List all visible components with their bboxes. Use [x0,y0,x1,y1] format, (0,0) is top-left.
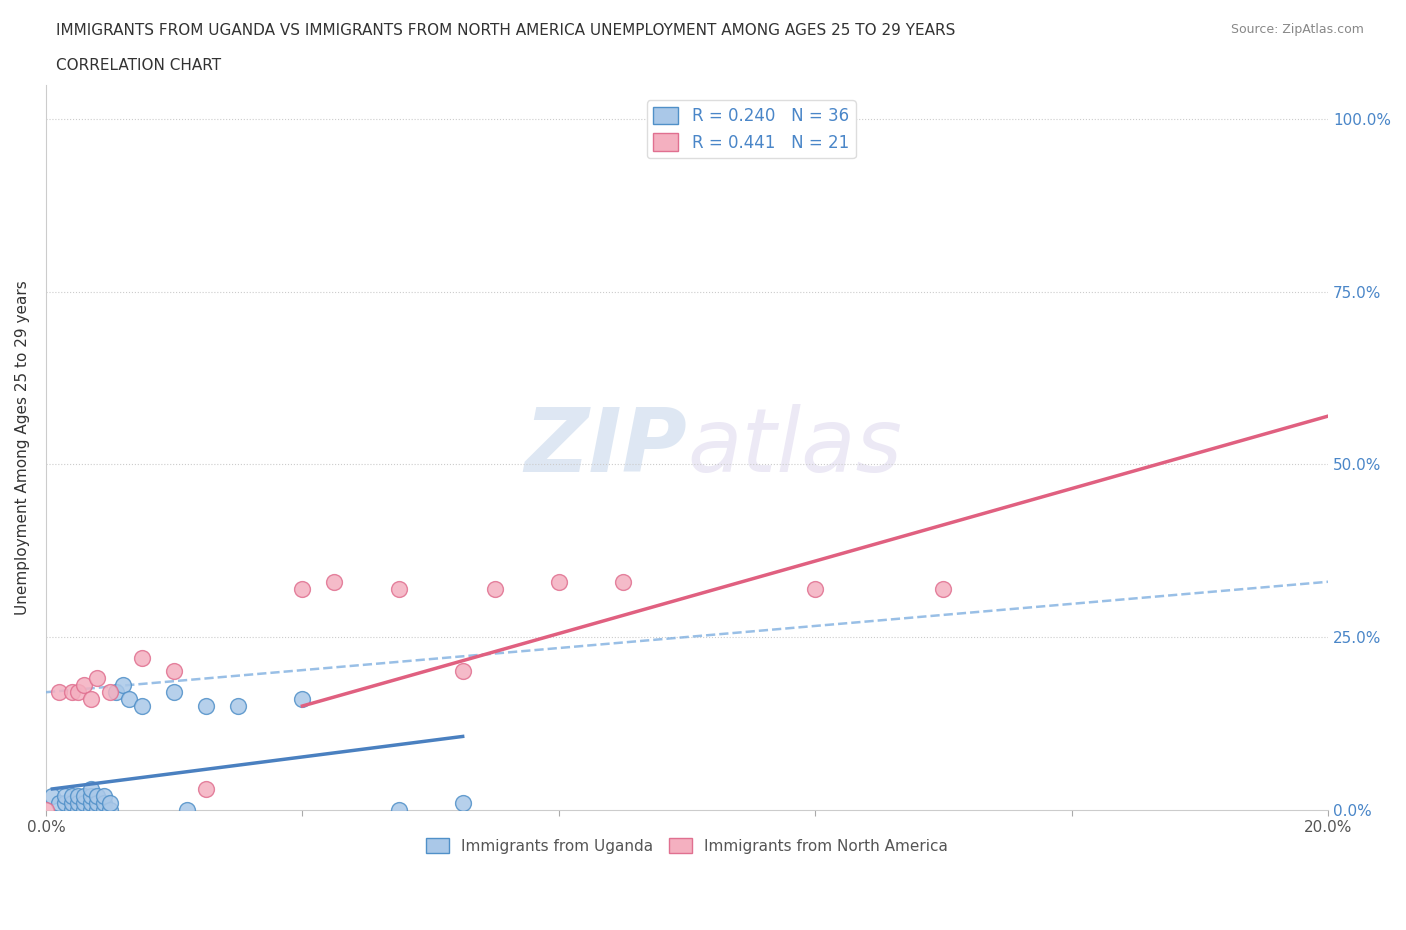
Point [676,112,699,126]
Point [73,802,96,817]
Point [323,575,346,590]
Point [111,678,134,693]
Point [195,698,218,713]
Point [176,802,198,817]
Point [932,581,955,596]
Text: CORRELATION CHART: CORRELATION CHART [56,58,221,73]
Text: IMMIGRANTS FROM UGANDA VS IMMIGRANTS FROM NORTH AMERICA UNEMPLOYMENT AMONG AGES : IMMIGRANTS FROM UGANDA VS IMMIGRANTS FRO… [56,23,956,38]
Point [93,802,115,817]
Point [98,795,121,810]
Point [226,698,249,713]
Point [66,684,89,699]
Point [612,575,634,590]
Point [451,664,474,679]
Point [48,684,70,699]
Point [163,684,186,699]
Text: atlas: atlas [688,405,901,490]
Point [80,802,103,817]
Text: Source: ZipAtlas.com: Source: ZipAtlas.com [1230,23,1364,36]
Point [291,581,314,596]
Point [451,795,474,810]
Legend: Immigrants from Uganda, Immigrants from North America: Immigrants from Uganda, Immigrants from … [420,831,953,860]
Point [118,692,141,707]
Point [80,795,103,810]
Point [804,581,827,596]
Point [291,692,314,707]
Point [93,795,115,810]
Point [60,802,83,817]
Point [66,802,89,817]
Point [48,795,70,810]
Text: ZIP: ZIP [524,404,688,491]
Point [53,789,76,804]
Point [86,789,108,804]
Point [66,795,89,810]
Point [60,684,83,699]
Point [60,789,83,804]
Point [131,698,153,713]
Point [73,795,96,810]
Point [547,575,569,590]
Point [80,781,103,796]
Point [41,789,63,804]
Point [66,789,89,804]
Point [484,581,506,596]
Point [73,678,96,693]
Y-axis label: Unemployment Among Ages 25 to 29 years: Unemployment Among Ages 25 to 29 years [15,280,30,615]
Point [163,664,186,679]
Point [73,789,96,804]
Point [195,781,218,796]
Point [387,581,409,596]
Point [60,795,83,810]
Point [93,789,115,804]
Point [35,802,58,817]
Point [387,802,409,817]
Point [86,671,108,685]
Point [105,684,128,699]
Point [86,795,108,810]
Point [86,802,108,817]
Point [131,650,153,665]
Point [53,795,76,810]
Point [98,684,121,699]
Point [80,692,103,707]
Point [98,802,121,817]
Point [80,789,103,804]
